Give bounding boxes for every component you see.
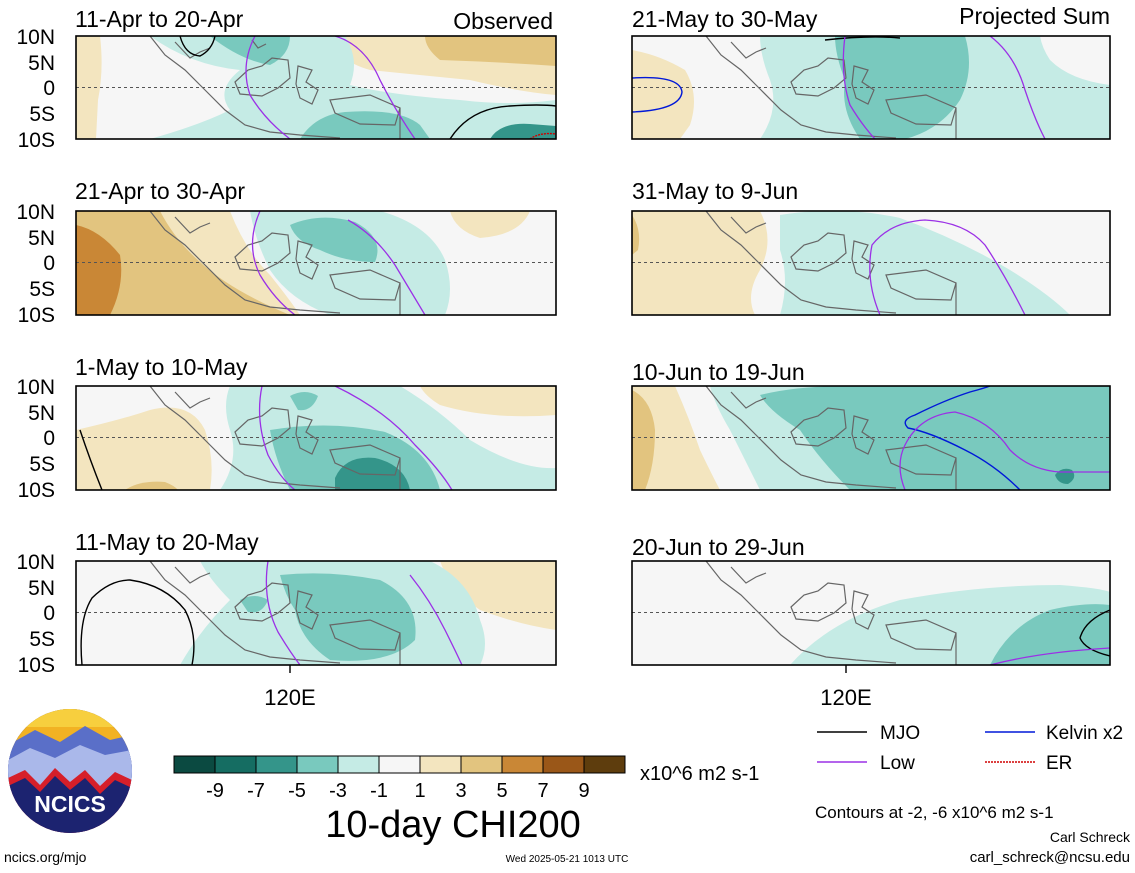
site-url[interactable]: ncics.org/mjo: [4, 849, 87, 865]
lat-label: 5N: [28, 52, 55, 75]
observed-header: Observed: [453, 8, 553, 34]
panel-title-2: 21-Apr to 30-Apr: [75, 178, 245, 204]
panel-title-6: 31-May to 9-Jun: [632, 178, 798, 204]
lat-label: 0: [43, 252, 55, 275]
colorbar-title: 10-day CHI200: [325, 804, 581, 846]
lat-axis-row-4: 10N 5N 0 5S 10S: [16, 551, 55, 677]
lat-label: 5N: [28, 402, 55, 425]
lat-label: 5N: [28, 577, 55, 600]
lat-label: 10N: [16, 201, 55, 224]
map-panel-1: [75, 35, 557, 140]
author-email: carl_schreck@ncsu.edu: [970, 849, 1130, 866]
colorbar-tick-label: -3: [329, 780, 347, 802]
lat-label: 0: [43, 427, 55, 450]
map-panel-2: [75, 210, 557, 316]
legend-label-mjo: MJO: [880, 723, 920, 744]
lat-label: 5N: [28, 227, 55, 250]
lat-label: 5S: [29, 103, 55, 126]
colorbar-swatch: [173, 755, 216, 774]
legend-label-low: Low: [880, 753, 915, 774]
lat-label: 0: [43, 77, 55, 100]
colorbar-tick-label: -7: [247, 780, 265, 802]
colorbar-swatch: [419, 755, 462, 774]
lat-label: 10S: [18, 654, 55, 677]
colorbar-tick-label: -1: [370, 780, 388, 802]
lon-ticks: [289, 665, 847, 673]
lat-label: 10N: [16, 376, 55, 399]
lat-label: 10S: [18, 479, 55, 502]
colorbar-swatch: [583, 755, 626, 774]
colorbar-tick-label: 3: [455, 780, 466, 802]
colorbar-swatch: [255, 755, 298, 774]
panel-title-5: 21-May to 30-May: [632, 6, 818, 32]
colorbar-swatch: [296, 755, 339, 774]
colorbar-tick-label: 9: [578, 780, 589, 802]
colorbar-swatch: [337, 755, 380, 774]
map-panel-3: [75, 385, 557, 491]
lat-label: 0: [43, 602, 55, 625]
timestamp: Wed 2025-05-21 1013 UTC: [506, 854, 629, 865]
map-panel-4: [75, 560, 557, 666]
lat-axis-row-1: 10N 5N 0 5S 10S: [16, 26, 55, 152]
panel-title-7: 10-Jun to 19-Jun: [632, 359, 805, 385]
colorbar-tick-label: 7: [537, 780, 548, 802]
map-panel-6: [631, 210, 1111, 316]
colorbar-units: x10^6 m2 s-1: [640, 763, 759, 785]
lat-label: 10N: [16, 551, 55, 574]
legend-label-er: ER: [1046, 753, 1072, 774]
contour-note: Contours at -2, -6 x10^6 m2 s-1: [815, 803, 1054, 822]
map-panel-7: [631, 385, 1111, 491]
lat-label: 5S: [29, 628, 55, 651]
colorbar-swatch: [214, 755, 257, 774]
line-legend: MJO Kelvin x2 Low ER: [817, 723, 1123, 774]
panel-title-3: 1-May to 10-May: [75, 354, 248, 380]
ncics-logo: NCICS: [8, 709, 132, 833]
lat-label: 10N: [16, 26, 55, 49]
map-panel-8: [631, 560, 1111, 666]
lon-label-right: 120E: [820, 685, 871, 710]
colorbar-swatch: [501, 755, 544, 774]
lon-label-left: 120E: [264, 685, 315, 710]
logo-text: NCICS: [34, 791, 106, 817]
projected-header: Projected Sum: [959, 3, 1110, 29]
lat-label: 5S: [29, 278, 55, 301]
colorbar-tick-label: 1: [414, 780, 425, 802]
author-name: Carl Schreck: [1050, 829, 1131, 845]
panel-title-4: 11-May to 20-May: [75, 529, 259, 555]
lat-label: 5S: [29, 453, 55, 476]
colorbar: [173, 755, 626, 774]
colorbar-tick-label: -9: [206, 780, 224, 802]
colorbar-tick-label: 5: [496, 780, 507, 802]
colorbar-swatch: [378, 755, 421, 774]
legend-label-kelvin: Kelvin x2: [1046, 723, 1123, 744]
colorbar-swatch: [460, 755, 503, 774]
lat-label: 10S: [18, 129, 55, 152]
colorbar-swatch: [542, 755, 585, 774]
map-panel-5: [631, 35, 1111, 140]
colorbar-tick-label: -5: [288, 780, 306, 802]
lat-axis-row-3: 10N 5N 0 5S 10S: [16, 376, 55, 502]
lat-axis-row-2: 10N 5N 0 5S 10S: [16, 201, 55, 327]
panel-title-8: 20-Jun to 29-Jun: [632, 534, 805, 560]
lat-label: 10S: [18, 304, 55, 327]
colorbar-tick-labels: -9 -7 -5 -3 -1 1 3 5 7 9: [206, 780, 589, 802]
panel-title-1: 11-Apr to 20-Apr: [75, 6, 244, 32]
